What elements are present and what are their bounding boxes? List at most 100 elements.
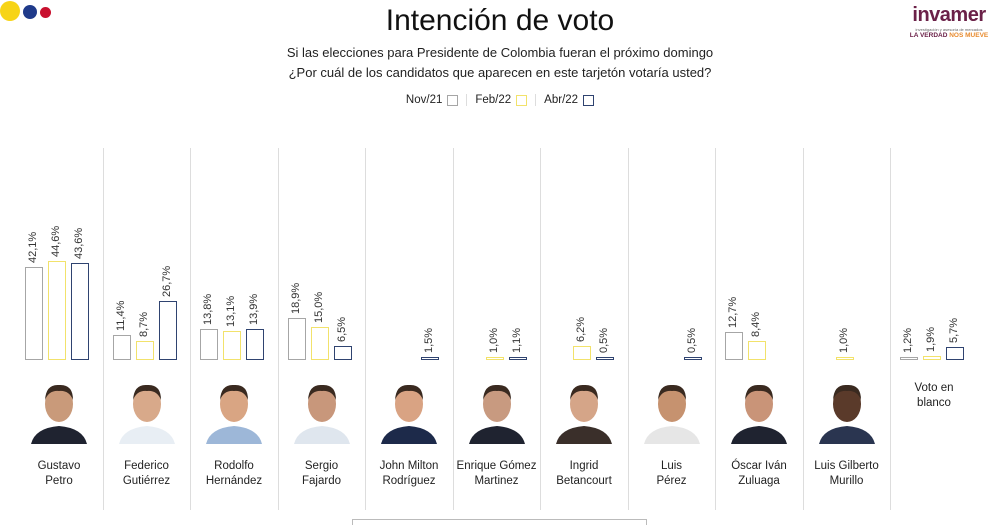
legend-item-nov21: Nov/21 (398, 94, 466, 106)
column-divider (715, 148, 716, 510)
data-label: 6,2% (575, 317, 587, 343)
candidate-name: Luis Gilberto Murillo (814, 460, 879, 487)
candidate-photo (292, 376, 352, 444)
legend-item-feb22: Feb/22 (466, 94, 535, 106)
bar-Abr22-0 (71, 263, 89, 360)
bar-Abr22-4 (421, 356, 439, 360)
bar-Nov21-1 (112, 334, 131, 360)
candidate-photo (729, 376, 789, 444)
legend-label: Feb/22 (475, 94, 512, 106)
bar-Feb22-2 (223, 330, 241, 360)
candidate-name: Gustavo Petro (37, 460, 81, 487)
column-divider (540, 148, 541, 510)
data-label: 1,2% (902, 327, 914, 353)
logo-tagline: investigación y asesoría de mercados (915, 27, 983, 32)
data-label: 12,7% (727, 296, 739, 328)
candidate-photo (29, 376, 89, 444)
legend-swatch (516, 94, 528, 106)
data-label: 1,1% (510, 327, 523, 353)
data-label: 1,5% (423, 327, 435, 353)
bar-Nov21-2 (200, 329, 218, 360)
bar-Abr22-10 (946, 347, 964, 360)
legend-label: Nov/21 (405, 94, 443, 106)
footer-box (352, 519, 647, 525)
candidate-name: Sergio Fajardo (302, 460, 341, 487)
candidate-name: Luis Pérez (656, 460, 687, 487)
data-label: 8,4% (750, 312, 762, 338)
bar-Nov21-8 (725, 331, 743, 360)
candidate-name: Rodolfo Hernández (205, 460, 263, 487)
candidate-name: Enrique Gómez Martinez (456, 460, 537, 487)
candidate-photo (554, 376, 614, 444)
bar-Abr22-2 (246, 329, 264, 360)
logo-dot-yellow (0, 1, 20, 21)
data-label: 42,1% (27, 231, 39, 263)
candidate-name: John Milton Rodríguez (379, 460, 439, 487)
candidate-name: Federico Gutiérrez (122, 460, 171, 487)
bar-Abr22-3 (333, 345, 352, 360)
column-divider (627, 148, 629, 510)
column-divider (102, 148, 104, 510)
logo-slogan: LA VERDAD NOS MUEVE (909, 32, 989, 39)
subtitle-2: ¿Por cuál de los candidatos que aparecen… (288, 65, 712, 80)
bar-Nov21-0 (25, 266, 43, 360)
data-label: 0,5% (598, 327, 610, 353)
legend-swatch (447, 94, 459, 106)
bar-Nov21-3 (287, 318, 306, 360)
column-divider (365, 148, 366, 510)
page-title: Intención de voto (385, 4, 615, 37)
bar-Feb22-8 (748, 341, 766, 360)
logo-name: invamer (912, 4, 986, 26)
bar-Abr22-1 (158, 300, 177, 360)
candidate-photo (642, 376, 702, 444)
bar-Abr22-7 (683, 357, 702, 360)
bar-Feb22-5 (485, 357, 504, 360)
data-label: 1,9% (925, 326, 937, 352)
data-label: 43,6% (73, 228, 85, 260)
logo-dot-red (40, 7, 51, 18)
candidate-photo (817, 376, 877, 444)
data-label: 13,1% (225, 295, 237, 327)
data-label: 13,9% (248, 293, 260, 326)
data-label: 44,6% (50, 225, 62, 257)
candidate-name: Voto en blanco (914, 382, 954, 409)
legend-label: Abr/22 (544, 94, 579, 106)
bar-Abr22-5 (508, 357, 527, 360)
data-label: 1,0% (837, 327, 850, 353)
invamer-logo: invamer investigación y asesoría de merc… (904, 4, 994, 39)
data-label: 8,7% (137, 311, 150, 337)
bar-Feb22-10 (923, 355, 941, 360)
legend-swatch (583, 94, 595, 106)
column-divider (277, 148, 279, 510)
data-label: 11,4% (114, 300, 127, 331)
candidate-photo (204, 376, 264, 444)
candidate-name: Óscar Iván Zuluaga (731, 460, 787, 487)
data-label: 1,0% (487, 327, 500, 353)
logo-dot-blue (23, 5, 37, 19)
bar-Feb22-9 (835, 357, 854, 360)
column-divider (802, 148, 804, 510)
bar-Feb22-3 (310, 326, 329, 360)
candidate-photo (467, 376, 527, 444)
bar-Feb22-0 (48, 260, 66, 360)
column-divider (452, 148, 454, 510)
legend: Nov/21 Feb/22 Abr/22 (0, 94, 1000, 106)
column-divider (190, 148, 191, 510)
bar-Nov21-10 (900, 357, 918, 360)
candidate-photo (117, 376, 177, 444)
data-label: 6,5% (335, 316, 348, 342)
bar-Feb22-6 (573, 346, 591, 360)
data-label: 18,9% (289, 282, 302, 315)
data-label: 5,7% (948, 318, 960, 344)
column-divider (890, 148, 891, 510)
candidate-name: Ingrid Betancourt (556, 460, 612, 487)
candidate-photo (379, 376, 439, 444)
data-label: 13,8% (202, 294, 214, 326)
subtitle-1: Si las elecciones para Presidente de Col… (286, 45, 714, 60)
data-label: 15,0% (312, 291, 325, 323)
bar-Feb22-1 (135, 340, 154, 360)
legend-item-abr22: Abr/22 (535, 94, 602, 106)
bar-Abr22-6 (596, 357, 614, 360)
data-label: 0,5% (685, 327, 698, 353)
